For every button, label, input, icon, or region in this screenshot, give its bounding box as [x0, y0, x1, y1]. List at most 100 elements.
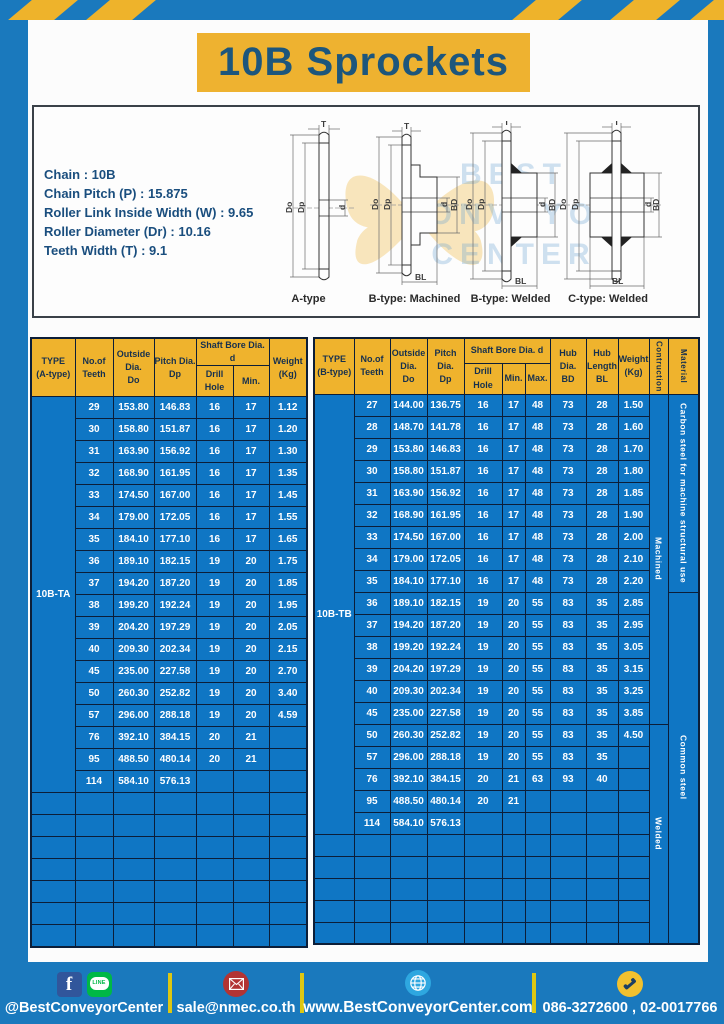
dim-d: d [439, 202, 449, 207]
table-cell: 28 [585, 481, 619, 505]
table-cell: 194.20 [389, 613, 428, 637]
table-cell: 36 [74, 550, 114, 574]
table-cell: 1.95 [268, 594, 308, 618]
table-cell: 189.10 [389, 591, 428, 615]
table-row: 39 204.20 197.29 19 20 55 83 35 3.15 [314, 657, 699, 681]
table-cell: 21 [232, 726, 270, 750]
dim-Do: Do [558, 199, 568, 210]
table-cell [389, 855, 428, 879]
table-cell: 2.85 [617, 591, 650, 615]
dim-T: T [321, 121, 327, 129]
table-cell: 184.10 [389, 569, 428, 593]
website-contact[interactable]: www.BestConveyorCenter.com [303, 962, 533, 1024]
table-cell: 20 [501, 745, 526, 769]
table-cell [549, 811, 587, 835]
website-url[interactable]: www.BestConveyorCenter.com [303, 998, 533, 1016]
table-cell: 584.10 [112, 770, 155, 794]
table-cell: 73 [549, 415, 587, 439]
empty-table-row [30, 858, 308, 882]
email-address[interactable]: sale@nmec.co.th [176, 999, 296, 1016]
type-label-cell [313, 833, 355, 857]
table-row: 114 584.10 576.13 [314, 811, 699, 835]
table-cell: 179.00 [389, 547, 428, 571]
table-cell [524, 921, 551, 945]
table-cell [268, 880, 308, 904]
table-cell: 17 [232, 418, 270, 442]
table-cell: 48 [524, 525, 551, 549]
table-cell: 16 [195, 418, 234, 442]
diagram-label-b-welded: B-type: Welded [470, 293, 551, 305]
table-cell: 17 [232, 462, 270, 486]
table-cell: 19 [463, 745, 503, 769]
table-cell [353, 855, 391, 879]
table-cell: 16 [463, 393, 503, 417]
table-cell [426, 877, 465, 901]
table-cell [112, 880, 155, 904]
table-cell: 17 [501, 503, 526, 527]
table-cell: 480.14 [426, 789, 465, 813]
phone-contact[interactable]: 086-3272600 , 02-0017766 [536, 962, 724, 1024]
table-cell: 141.78 [426, 415, 465, 439]
table-cell: 1.75 [268, 550, 308, 574]
page-body: 10B Sprockets BEST CONVEYOR CENTER Chain… [28, 20, 708, 962]
table-cell [524, 855, 551, 879]
col-header-material: Material [667, 337, 700, 395]
table-cell: 1.50 [617, 393, 650, 417]
table-cell: 16 [195, 484, 234, 508]
table-cell: 197.29 [426, 657, 465, 681]
table-row: 31 163.90 156.92 16 17 48 73 28 1.85 [314, 481, 699, 505]
table-cell [617, 855, 650, 879]
table-cell: 34 [353, 547, 391, 571]
table-cell [268, 792, 308, 816]
dim-Do: Do [370, 199, 380, 210]
col-header-hub-dia: Hub Dia. BD [549, 337, 587, 395]
table-row: 36 189.10 182.15 19 20 1.75 [31, 550, 308, 574]
social-contact[interactable]: f LINE @BestConveyorCenter [0, 962, 168, 1024]
line-icon[interactable]: LINE [86, 971, 112, 997]
table-cell: 16 [463, 503, 503, 527]
table-cell [268, 858, 308, 882]
table-cell: 29 [353, 437, 391, 461]
table-cell: 148.70 [389, 415, 428, 439]
table-cell: 17 [501, 481, 526, 505]
table-cell [268, 836, 308, 860]
table-cell: 199.20 [112, 594, 155, 618]
table-cell [353, 899, 391, 923]
table-row: 34 179.00 172.05 16 17 48 73 28 2.10 [314, 547, 699, 571]
empty-table-row [30, 836, 308, 860]
phone-icon [617, 971, 643, 997]
spec-teeth-width: Teeth Width (T) : 9.1 [44, 243, 168, 258]
table-cell: 156.92 [153, 440, 197, 464]
table-cell: 39 [74, 616, 114, 640]
table-cell [524, 877, 551, 901]
diagram-label-b-machined: B-type: Machined [368, 293, 461, 305]
type-label-cell: 10B-TA [30, 396, 76, 794]
table-cell: 29 [74, 396, 114, 420]
table-cell: 114 [353, 811, 391, 835]
table-cell [617, 877, 650, 901]
table-cell: 48 [524, 393, 551, 417]
table-cell [463, 811, 503, 835]
table-cell: 73 [549, 393, 587, 417]
table-cell [232, 836, 270, 860]
table-cell [232, 858, 270, 882]
social-handle[interactable]: @BestConveyorCenter [4, 999, 164, 1016]
empty-table-row [313, 833, 699, 857]
facebook-icon[interactable]: f [56, 971, 82, 997]
empty-table-row [30, 902, 308, 926]
table-cell [585, 811, 619, 835]
table-cell: 31 [74, 440, 114, 464]
table-cell: 19 [463, 613, 503, 637]
table-cell: 55 [524, 701, 551, 725]
table-cell [74, 792, 114, 816]
table-cell: 95 [74, 748, 114, 772]
table-row: 10B-TA 29 153.80 146.83 16 17 1.12 [30, 396, 308, 794]
email-contact[interactable]: sale@nmec.co.th [172, 962, 300, 1024]
phone-numbers[interactable]: 086-3272600 , 02-0017766 [542, 999, 718, 1016]
table-cell: 95 [353, 789, 391, 813]
table-cell: 76 [353, 767, 391, 791]
table-cell: 19 [195, 638, 234, 662]
table-row: 34 179.00 172.05 16 17 1.55 [31, 506, 308, 530]
table-cell: 73 [549, 437, 587, 461]
